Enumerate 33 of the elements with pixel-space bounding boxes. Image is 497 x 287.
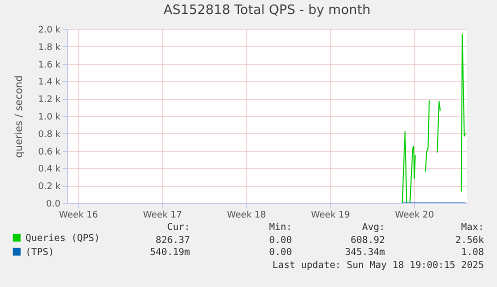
text: 608.92 (350, 234, 385, 246)
y-axis-title: queries / second (14, 75, 26, 158)
y-tick-label: 1.8 k (38, 42, 62, 53)
y-tick-label: 1.6 k (38, 60, 62, 70)
text: 826.37 (156, 234, 190, 246)
text: 0.00 (269, 247, 292, 259)
text: Max: (461, 222, 484, 234)
y-tick-label: 0.6 k (38, 147, 62, 158)
y-tick-label: 0.0 (46, 200, 61, 210)
text: Avg: (362, 222, 385, 234)
chart-title: AS152818 Total QPS - by month (164, 3, 370, 18)
y-tick-label: 1.0 k (38, 112, 62, 122)
y-tick-label: 0.4 k (38, 164, 62, 175)
legend-label: (TPS) (26, 246, 54, 258)
y-tick-label: 2.0 k (38, 26, 62, 36)
text: Last update: Sun May 18 19:00:15 2025 (272, 260, 484, 272)
text: Min: (269, 222, 292, 234)
y-tick-label: 1.2 k (38, 95, 62, 106)
y-tick-label: 0.8 k (38, 130, 62, 140)
legend-label: Queries (QPS) (26, 232, 100, 244)
text: 540.19m (150, 247, 190, 259)
text: Cur: (167, 222, 190, 234)
y-tick-label: 0.2 k (38, 182, 62, 192)
x-tick-label: Week 17 (143, 210, 182, 220)
text: 345.34m (344, 247, 385, 259)
x-tick-label: Week 16 (59, 210, 98, 220)
text: 0.00 (269, 234, 292, 246)
x-tick-label: Week 18 (227, 210, 266, 220)
text: 2.56k (455, 234, 484, 246)
x-tick-label: Week 19 (311, 210, 350, 220)
x-tick-label: Week 20 (395, 210, 434, 220)
y-tick-label: 1.4 k (38, 78, 62, 88)
text: 1.08 (461, 247, 484, 259)
